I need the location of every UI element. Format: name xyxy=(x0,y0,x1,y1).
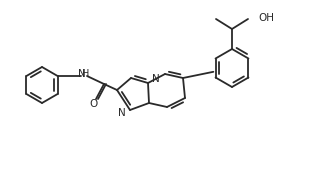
Text: N: N xyxy=(118,108,126,118)
Text: OH: OH xyxy=(258,13,274,23)
Text: N: N xyxy=(152,74,160,84)
Text: H: H xyxy=(82,69,90,79)
Text: N: N xyxy=(78,69,86,79)
Text: O: O xyxy=(89,99,97,109)
